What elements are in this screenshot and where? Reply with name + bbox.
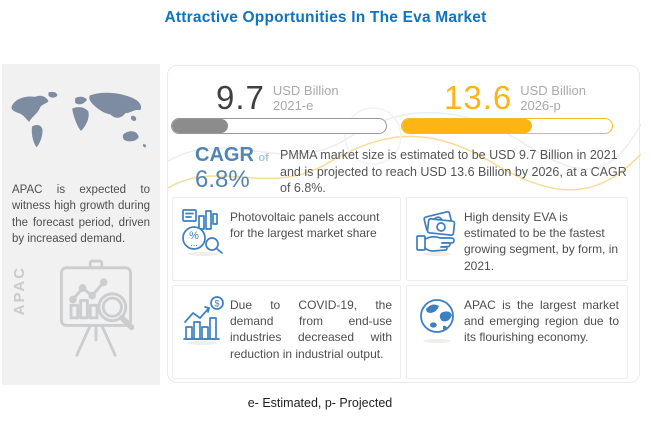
highlight-card-apac-market: APAC is the largest market and emerging … bbox=[406, 285, 628, 379]
highlight-card-market-share: % ... Photovoltaic panels account for th… bbox=[172, 197, 401, 281]
footnote: e- Estimated, p- Projected bbox=[247, 396, 393, 410]
current-progress-fill bbox=[172, 119, 228, 133]
current-value: 9.7 bbox=[216, 79, 265, 116]
highlight-card-covid-impact: $ Due to COVID-19, the demand from end-u… bbox=[172, 285, 401, 379]
projected-value: 13.6 bbox=[444, 79, 513, 116]
presentation-chart-magnifier-icon bbox=[60, 259, 135, 357]
projected-progress-fill bbox=[402, 119, 533, 133]
cagr-label: CAGR bbox=[195, 144, 254, 166]
svg-text:%: % bbox=[189, 230, 199, 242]
money-in-hand-icon bbox=[416, 210, 456, 256]
market-size-current: 9.7 USD Billion 2021-e bbox=[216, 81, 339, 114]
svg-text:$: $ bbox=[214, 299, 219, 309]
market-stats-panel: 9.7 USD Billion 2021-e 13.6 USD Billion … bbox=[167, 65, 641, 383]
region-description: APAC is expected to witness high growth … bbox=[12, 184, 150, 245]
highlight-text: Photovoltaic panels account for the larg… bbox=[230, 210, 380, 241]
highlight-text: High density EVA is estimated to be the … bbox=[464, 210, 619, 273]
page-title: Attractive Opportunities In The Eva Mark… bbox=[164, 9, 487, 26]
cagr-value: 6.8% bbox=[195, 166, 250, 193]
market-share-analysis-icon: % ... bbox=[182, 209, 223, 256]
projected-unit: USD Billion bbox=[520, 83, 586, 98]
highlight-card-fastest-segment: High density EVA is estimated to be the … bbox=[406, 197, 628, 281]
region-highlight-panel: APAC is expected to witness high growth … bbox=[2, 64, 160, 385]
cagr-of: of bbox=[258, 152, 269, 164]
current-progress-bar bbox=[171, 118, 387, 134]
current-labels: USD Billion 2021-e bbox=[272, 83, 339, 114]
current-unit: USD Billion bbox=[272, 83, 339, 98]
vertical-region-label: APAC bbox=[11, 266, 28, 316]
market-size-projected: 13.6 USD Billion 2026-p bbox=[444, 81, 586, 114]
highlight-text: Due to COVID-19, the demand from end-use… bbox=[230, 298, 392, 361]
world-map-icon bbox=[11, 91, 146, 148]
projected-period: 2026-p bbox=[520, 97, 561, 113]
projected-progress-bar bbox=[401, 118, 613, 134]
svg-text:...: ... bbox=[190, 238, 198, 248]
cagr-block: CAGR of 6.8% bbox=[195, 145, 269, 192]
growth-bars-dollar-icon: $ bbox=[183, 296, 224, 345]
highlight-cards: % ... Photovoltaic panels account for th… bbox=[172, 197, 628, 379]
market-summary: PMMA market size is estimated to be USD … bbox=[280, 148, 627, 195]
projected-labels: USD Billion 2026-p bbox=[520, 83, 586, 114]
globe-icon bbox=[420, 299, 454, 343]
highlight-text: APAC is the largest market and emerging … bbox=[464, 298, 619, 345]
current-period: 2021-e bbox=[272, 97, 314, 113]
